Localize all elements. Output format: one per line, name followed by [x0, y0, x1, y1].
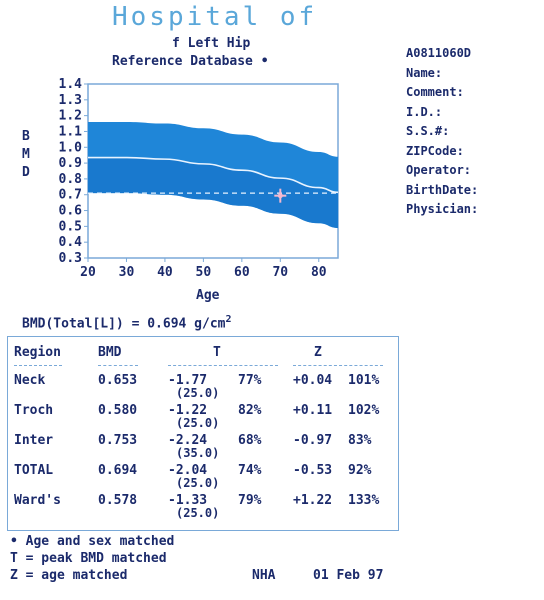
table-cell-region: Troch — [14, 403, 54, 418]
report-date: 01 Feb 97 — [313, 568, 384, 583]
table-cell-t-age: (25.0) — [176, 416, 220, 430]
reference-band-lower — [88, 157, 338, 228]
table-cell-t-score: -2.04 — [168, 463, 208, 478]
table-cell-z-score: +1.22 — [293, 493, 333, 508]
table-cell-z-percent: 83% — [348, 433, 372, 448]
x-tick-label: 60 — [234, 265, 250, 280]
bmd-total-superscript: 2 — [225, 314, 232, 325]
table-header-z: Z — [314, 345, 322, 360]
table-cell-z-score: +0.04 — [293, 373, 333, 388]
table-header-rule — [168, 365, 278, 366]
report-subtitle-database: Reference Database • — [112, 54, 269, 69]
table-cell-t-age: (25.0) — [176, 506, 220, 520]
table-cell-t-percent: 74% — [238, 463, 262, 478]
table-cell-z-percent: 133% — [348, 493, 380, 508]
table-cell-t-score: -1.33 — [168, 493, 208, 508]
bmd-total-line: BMD(Total[L]) = 0.694 g/cm2 — [22, 314, 232, 331]
x-tick-label: 40 — [157, 265, 173, 280]
y-tick-label: 1.4 — [59, 77, 83, 92]
table-cell-z-score: +0.11 — [293, 403, 333, 418]
table-cell-bmd: 0.578 — [98, 493, 138, 508]
y-tick-label: 0.3 — [59, 251, 82, 266]
table-cell-z-score: -0.53 — [293, 463, 333, 478]
table-cell-t-percent: 82% — [238, 403, 262, 418]
table-cell-bmd: 0.753 — [98, 433, 138, 448]
table-cell-t-age: (25.0) — [176, 476, 220, 490]
y-tick-label: 0.6 — [59, 204, 83, 219]
patient-field-zipcode: ZIPCode: — [406, 143, 464, 158]
patient-field-birthdate: BirthDate: — [406, 182, 479, 197]
table-cell-z-percent: 101% — [348, 373, 380, 388]
report-subtitle-hip: f Left Hip — [172, 36, 251, 51]
patient-marker — [277, 193, 283, 199]
table-cell-t-score: -2.24 — [168, 433, 208, 448]
bmd-total-text: BMD(Total[L]) = 0.694 g/cm — [22, 316, 226, 332]
table-header-region: Region — [14, 345, 61, 360]
results-table: Region BMD T Z Neck 0.653 -1.77 77% (25.0) +0… — [7, 336, 399, 531]
footnote-age-sex: • Age and sex matched — [10, 534, 175, 549]
operator-initials: NHA — [252, 568, 276, 583]
table-cell-t-age: (25.0) — [176, 386, 220, 400]
table-cell-region: Neck — [14, 373, 46, 388]
y-tick-label: 1.1 — [59, 124, 83, 139]
x-tick-label: 20 — [80, 265, 96, 280]
y-tick-label: 0.4 — [59, 235, 83, 250]
table-header-rule — [14, 365, 62, 366]
x-axis-label: Age — [196, 288, 220, 303]
table-cell-t-age: (35.0) — [176, 446, 220, 460]
y-axis-label-b: B — [22, 129, 30, 144]
table-cell-t-score: -1.22 — [168, 403, 208, 418]
patient-field-id: I.D.: — [406, 104, 443, 119]
table-cell-t-percent: 77% — [238, 373, 262, 388]
table-header-rule — [293, 365, 383, 366]
footnote-t: T = peak BMD matched — [10, 551, 167, 566]
y-axis-label-m: M — [22, 147, 30, 162]
patient-field-operator: Operator: — [406, 163, 472, 177]
table-cell-t-percent: 79% — [238, 493, 262, 508]
y-tick-label: 0.9 — [59, 156, 82, 171]
patient-field-name: Name: — [406, 65, 443, 80]
table-header-rule — [98, 365, 138, 366]
table-cell-bmd: 0.580 — [98, 403, 138, 418]
x-tick-label: 50 — [196, 265, 212, 280]
patient-id: A0811060D — [406, 46, 472, 60]
y-tick-label: 0.5 — [59, 219, 82, 234]
bmd-reference-chart: 1.41.31.21.11.00.90.80.70.60.50.40.320 30… — [59, 77, 339, 280]
table-header-t: T — [213, 345, 221, 360]
y-tick-label: 0.8 — [59, 172, 83, 187]
table-cell-region: Inter — [14, 433, 54, 448]
mean-curve — [88, 156, 339, 194]
x-tick-label: 30 — [119, 265, 135, 280]
table-cell-bmd: 0.694 — [98, 463, 138, 478]
report-title: Hospital of — [112, 2, 318, 32]
footnote-z: Z = age matched — [10, 568, 128, 583]
table-cell-z-score: -0.97 — [293, 433, 333, 448]
x-tick-label: 70 — [272, 265, 288, 280]
y-tick-label: 1.3 — [59, 93, 82, 108]
table-cell-z-percent: 102% — [348, 403, 380, 418]
y-tick-label: 1.0 — [59, 140, 83, 155]
table-cell-region: TOTAL — [14, 463, 54, 478]
table-cell-z-percent: 92% — [348, 463, 372, 478]
y-tick-label: 0.7 — [59, 188, 82, 203]
table-cell-t-percent: 68% — [238, 433, 262, 448]
patient-field-ss: S.S.#: — [406, 124, 450, 138]
y-tick-label: 1.2 — [59, 109, 82, 124]
patient-field-physician: Physician: — [406, 202, 479, 216]
table-header-bmd: BMD — [98, 345, 122, 360]
y-axis-label-d: D — [22, 165, 30, 180]
table-cell-t-score: -1.77 — [168, 373, 208, 388]
table-cell-region: Ward's — [14, 493, 61, 508]
x-tick-label: 80 — [311, 265, 327, 280]
patient-field-comment: Comment: — [406, 85, 464, 99]
table-cell-bmd: 0.653 — [98, 373, 138, 388]
